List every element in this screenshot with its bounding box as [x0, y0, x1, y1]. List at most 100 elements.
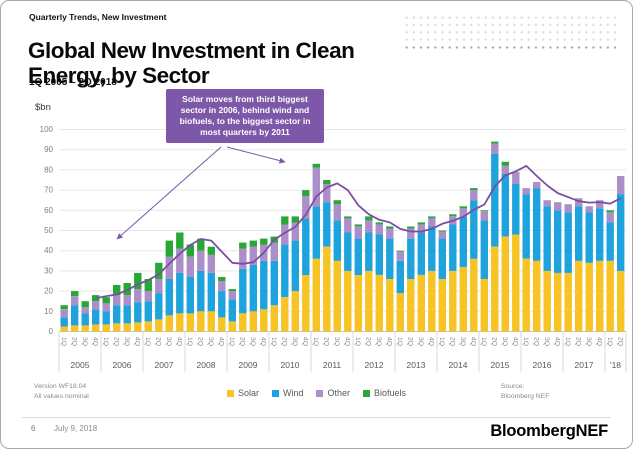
svg-text:1Q: 1Q: [522, 337, 529, 346]
svg-text:4Q: 4Q: [427, 337, 434, 346]
svg-text:1Q: 1Q: [480, 337, 487, 346]
svg-text:4Q: 4Q: [385, 337, 392, 346]
svg-text:2Q: 2Q: [406, 337, 413, 346]
legend-label-biofuels: Biofuels: [374, 388, 407, 398]
svg-text:2006: 2006: [113, 360, 132, 370]
svg-text:0: 0: [49, 327, 54, 336]
svg-text:2Q: 2Q: [616, 337, 623, 346]
svg-text:100: 100: [40, 125, 54, 134]
svg-text:1Q: 1Q: [606, 337, 613, 346]
svg-text:2Q: 2Q: [364, 337, 371, 346]
svg-text:1Q: 1Q: [354, 337, 361, 346]
svg-text:60: 60: [44, 206, 53, 215]
svg-text:4Q: 4Q: [175, 337, 182, 346]
svg-text:4Q: 4Q: [511, 337, 518, 346]
legend-item-solar: Solar: [226, 388, 259, 398]
svg-text:1Q: 1Q: [60, 337, 67, 346]
svg-text:3Q: 3Q: [207, 337, 214, 346]
svg-text:3Q: 3Q: [333, 337, 340, 346]
svg-text:3Q: 3Q: [417, 337, 424, 346]
source-line-1: Source:: [501, 383, 525, 390]
svg-text:20: 20: [44, 287, 53, 296]
svg-text:80: 80: [44, 165, 53, 174]
svg-text:40: 40: [44, 246, 53, 255]
svg-text:4Q: 4Q: [343, 337, 350, 346]
svg-text:2009: 2009: [239, 360, 258, 370]
svg-text:30: 30: [44, 266, 53, 275]
legend-label-other: Other: [327, 388, 350, 398]
svg-text:3Q: 3Q: [375, 337, 382, 346]
svg-text:2010: 2010: [281, 360, 300, 370]
svg-text:3Q: 3Q: [81, 337, 88, 346]
svg-text:1Q: 1Q: [144, 337, 151, 346]
svg-text:1Q: 1Q: [396, 337, 403, 346]
svg-text:2Q: 2Q: [532, 337, 539, 346]
annotation-callout: Solar moves from third biggest sector in…: [166, 89, 324, 144]
svg-text:4Q: 4Q: [133, 337, 140, 346]
svg-text:1Q: 1Q: [564, 337, 571, 346]
other-swatch-icon: [316, 389, 324, 397]
chart-legend: Solar Wind Other Biofuels: [1, 388, 632, 398]
svg-text:3Q: 3Q: [543, 337, 550, 346]
footer-divider: [22, 417, 611, 418]
svg-text:1Q: 1Q: [186, 337, 193, 346]
svg-text:2Q: 2Q: [574, 337, 581, 346]
svg-text:2016: 2016: [533, 360, 552, 370]
svg-text:1Q: 1Q: [312, 337, 319, 346]
svg-text:3Q: 3Q: [585, 337, 592, 346]
svg-text:2017: 2017: [575, 360, 594, 370]
svg-text:2Q: 2Q: [70, 337, 77, 346]
svg-text:2Q: 2Q: [238, 337, 245, 346]
svg-text:4Q: 4Q: [259, 337, 266, 346]
bloombergnef-logo: BloombergNEF: [490, 422, 608, 440]
svg-text:3Q: 3Q: [501, 337, 508, 346]
svg-text:3Q: 3Q: [291, 337, 298, 346]
svg-text:2Q: 2Q: [490, 337, 497, 346]
svg-text:3Q: 3Q: [459, 337, 466, 346]
y-axis-unit-label: $bn: [35, 102, 51, 113]
svg-text:2008: 2008: [197, 360, 216, 370]
svg-text:90: 90: [44, 145, 53, 154]
svg-text:3Q: 3Q: [123, 337, 130, 346]
page-title: Global New Investment in Clean Energy, b…: [28, 38, 355, 89]
source-note: Source: Bloomberg NEF: [501, 382, 549, 402]
svg-text:4Q: 4Q: [217, 337, 224, 346]
svg-text:2007: 2007: [155, 360, 174, 370]
svg-text:10: 10: [44, 307, 53, 316]
svg-text:2012: 2012: [365, 360, 384, 370]
svg-text:3Q: 3Q: [249, 337, 256, 346]
date-range-subtitle: 1Q 2005 – 2Q 2018: [29, 77, 117, 88]
source-line-2: Bloomberg NEF: [501, 393, 550, 401]
dot-pattern-decoration: [403, 14, 619, 44]
svg-text:'18: '18: [610, 360, 621, 370]
svg-text:4Q: 4Q: [595, 337, 602, 346]
svg-text:2Q: 2Q: [112, 337, 119, 346]
svg-text:2Q: 2Q: [154, 337, 161, 346]
version-line-2: All values nominal: [34, 393, 89, 401]
svg-text:1Q: 1Q: [102, 337, 109, 346]
svg-text:70: 70: [44, 186, 53, 195]
wind-swatch-icon: [271, 389, 279, 397]
legend-item-wind: Wind: [271, 388, 304, 398]
svg-text:2014: 2014: [449, 360, 468, 370]
svg-text:4Q: 4Q: [301, 337, 308, 346]
solar-swatch-icon: [226, 389, 234, 397]
svg-text:2Q: 2Q: [448, 337, 455, 346]
svg-text:1Q: 1Q: [270, 337, 277, 346]
legend-item-biofuels: Biofuels: [363, 388, 406, 398]
legend-label-wind: Wind: [282, 388, 304, 398]
svg-text:2011: 2011: [323, 360, 342, 370]
eyebrow-label: Quarterly Trends, New Investment: [29, 12, 167, 22]
svg-text:4Q: 4Q: [553, 337, 560, 346]
svg-text:50: 50: [44, 226, 53, 235]
version-line-1: Version WF18.04: [34, 383, 87, 390]
svg-text:4Q: 4Q: [91, 337, 98, 346]
svg-text:1Q: 1Q: [438, 337, 445, 346]
svg-text:2Q: 2Q: [196, 337, 203, 346]
svg-text:2005: 2005: [71, 360, 90, 370]
legend-label-solar: Solar: [237, 388, 259, 398]
svg-text:2Q: 2Q: [322, 337, 329, 346]
legend-item-other: Other: [316, 388, 350, 398]
